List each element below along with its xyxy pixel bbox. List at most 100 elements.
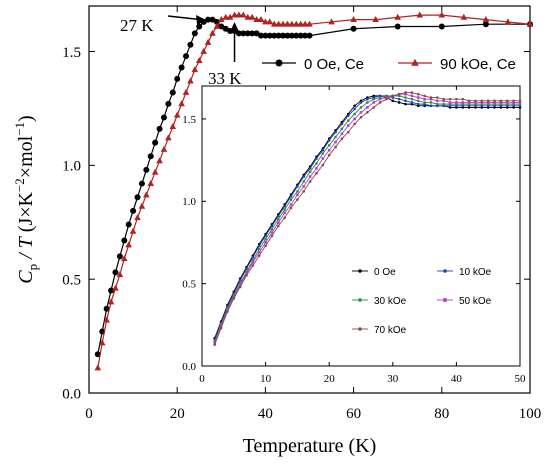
data-point <box>191 66 199 73</box>
data-point <box>125 221 132 228</box>
data-point <box>480 99 484 103</box>
data-point <box>353 122 356 126</box>
data-point <box>253 30 260 37</box>
data-point <box>353 104 356 108</box>
y-label-mid: ×mol <box>15 135 37 178</box>
data-point <box>257 32 264 39</box>
data-point <box>183 53 190 60</box>
data-point <box>270 234 274 238</box>
data-point <box>423 94 426 98</box>
data-point <box>270 20 278 27</box>
data-point <box>94 364 102 371</box>
data-point <box>391 94 395 98</box>
data-point <box>429 101 433 104</box>
data-point <box>226 308 229 312</box>
x-tick-label: 80 <box>434 406 449 422</box>
data-point <box>271 32 278 39</box>
data-point <box>334 135 337 139</box>
inset-legend-item: 0 Oe <box>352 267 396 278</box>
data-point <box>302 175 306 178</box>
data-point <box>321 157 325 160</box>
data-point <box>353 117 356 121</box>
data-point <box>219 325 223 328</box>
data-point <box>372 101 376 104</box>
data-point <box>275 20 282 27</box>
data-point <box>245 274 248 277</box>
data-point <box>416 11 424 18</box>
data-point <box>125 241 132 248</box>
data-point <box>103 305 110 312</box>
data-point <box>482 16 490 23</box>
data-point <box>438 23 445 30</box>
data-point <box>296 185 299 188</box>
data-point <box>461 101 465 104</box>
series-0-oe-ce <box>94 16 533 358</box>
x-tick-label: 20 <box>324 373 336 385</box>
data-point <box>222 13 230 20</box>
data-point <box>442 97 445 101</box>
inset-legend-label: 0 Oe <box>374 267 396 278</box>
legend-item: 90 kOe, Ce <box>398 56 516 73</box>
data-point <box>231 11 238 18</box>
data-point <box>493 101 496 104</box>
data-point <box>486 101 490 104</box>
inset-legend-label: 70 kOe <box>374 325 407 336</box>
data-point <box>321 152 325 155</box>
y-tick-label: 0.0 <box>62 386 81 402</box>
inset-legend-item: 50 kOe <box>437 296 492 307</box>
y-tick-label: 1.5 <box>62 45 81 61</box>
data-point <box>226 310 229 313</box>
data-point <box>429 104 433 108</box>
data-point <box>315 171 318 175</box>
data-point <box>327 148 331 152</box>
data-point <box>251 255 255 259</box>
data-point <box>232 297 236 300</box>
data-point <box>151 168 159 175</box>
data-point <box>169 89 176 96</box>
data-point <box>467 101 471 104</box>
data-point <box>266 18 274 25</box>
data-point <box>442 99 445 103</box>
data-point <box>116 253 123 260</box>
legend-label: 0 Oe, Ce <box>304 56 364 73</box>
data-point <box>429 96 433 99</box>
data-point <box>238 279 242 282</box>
data-point <box>240 11 247 18</box>
data-point <box>270 227 274 231</box>
data-point <box>429 97 433 101</box>
y-label-sub: p <box>25 264 40 271</box>
data-point <box>410 94 414 98</box>
data-point <box>289 198 293 201</box>
data-point <box>187 77 194 84</box>
data-point <box>301 20 309 27</box>
data-point <box>112 269 119 276</box>
data-point <box>219 326 223 330</box>
data-point <box>397 101 401 104</box>
x-tick-label: 100 <box>519 406 542 422</box>
data-point <box>288 20 296 27</box>
data-point <box>366 97 369 101</box>
data-point <box>253 16 260 23</box>
data-point <box>410 97 414 101</box>
data-point <box>134 214 141 221</box>
data-point <box>315 162 318 165</box>
data-point <box>442 102 445 106</box>
data-point <box>474 101 477 104</box>
data-point <box>156 157 163 164</box>
x-tick-label: 20 <box>170 406 185 422</box>
data-point <box>328 18 335 25</box>
data-point <box>283 204 286 208</box>
data-point <box>518 99 522 103</box>
data-point <box>257 244 261 248</box>
data-point <box>297 32 304 39</box>
data-point <box>308 167 312 170</box>
data-point <box>334 145 337 149</box>
data-point <box>235 11 243 18</box>
inset-legend-item: 30 kOe <box>352 296 407 307</box>
data-point <box>143 191 150 198</box>
data-point <box>173 111 181 118</box>
data-point <box>438 11 446 18</box>
data-point <box>116 271 124 278</box>
data-point <box>391 99 395 103</box>
